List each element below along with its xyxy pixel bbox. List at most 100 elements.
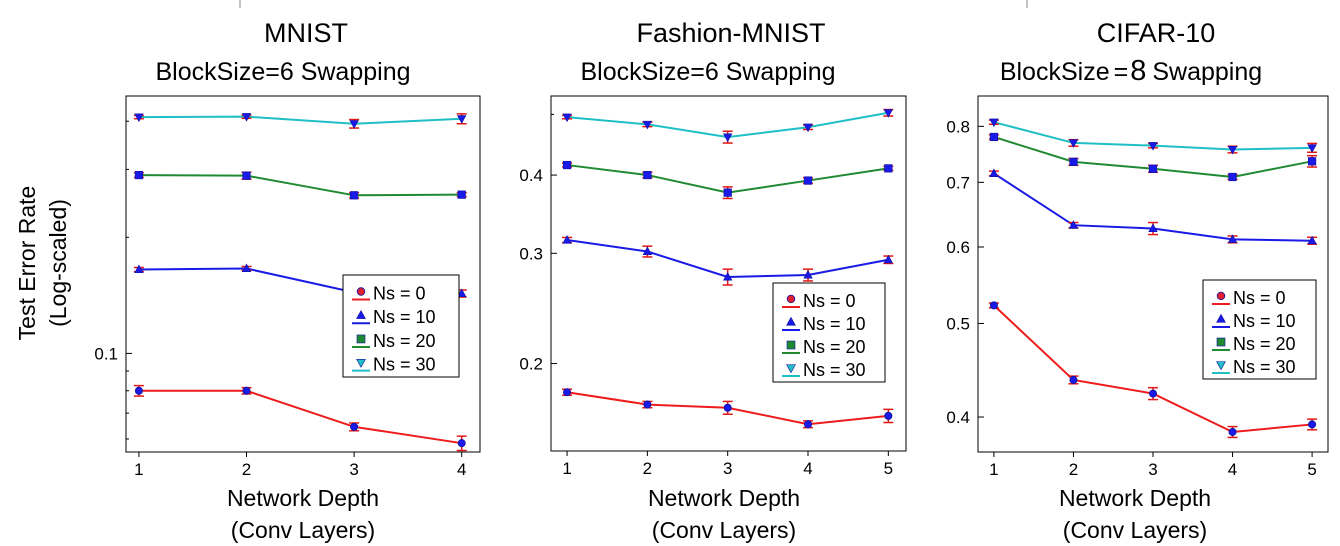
chart-title: MNIST: [264, 18, 348, 48]
x-axis-label-line2: (Conv Layers): [231, 517, 375, 543]
x-tick-label: 4: [803, 459, 812, 478]
series-ns-30: [133, 113, 467, 129]
data-point: [563, 388, 572, 397]
data-point: [989, 132, 999, 142]
plot-area: 0.4 0.5 0.6 0.7 0.8 1 2 3 4 5 Ns = 0 Ns = 10 Ns = 20…: [946, 95, 1329, 479]
data-point: [1307, 144, 1317, 153]
legend-label: Ns = 0: [803, 291, 856, 311]
data-point: [723, 271, 733, 281]
series-ns-30: [562, 108, 894, 144]
x-tick-label: 1: [989, 460, 998, 479]
x-tick-label: 2: [1069, 460, 1078, 479]
data-point: [803, 269, 813, 279]
legend-label: Ns = 10: [373, 307, 436, 327]
data-point: [134, 386, 143, 395]
data-point: [723, 403, 732, 412]
legend-circle-marker: [356, 287, 366, 296]
data-point: [134, 113, 144, 123]
x-tick-label: 4: [1228, 460, 1237, 479]
data-point: [642, 246, 653, 256]
legend: Ns = 0 Ns = 10 Ns = 20 Ns = 30: [772, 282, 886, 383]
legend-label: Ns = 0: [373, 284, 426, 304]
subtitle-prefix: BlockSize: [1000, 58, 1110, 86]
data-point: [1227, 234, 1238, 243]
y-tick-label: 0.7: [946, 173, 970, 192]
legend-label: Ns = 30: [373, 355, 436, 375]
y-tick-label: 0.1: [94, 344, 118, 363]
data-point: [562, 113, 572, 123]
data-point: [884, 164, 893, 173]
x-axis-label-line1: Network Depth: [227, 485, 379, 511]
data-point: [350, 422, 359, 431]
legend-label: Ns = 20: [373, 331, 436, 351]
subtitle-number: 8: [1130, 55, 1146, 87]
data-point: [1148, 164, 1158, 173]
x-tick-label: 3: [349, 460, 358, 479]
chart-title: Fashion-MNIST: [636, 18, 825, 48]
legend-circle-marker: [1216, 291, 1226, 301]
data-point: [1148, 142, 1158, 151]
data-point: [1068, 220, 1079, 229]
y-axis-label-line2: (Log-scaled): [45, 199, 71, 327]
x-tick-label: 5: [1307, 460, 1316, 479]
data-point: [242, 386, 251, 395]
data-point: [134, 264, 144, 274]
legend: Ns = 0 Ns = 10 Ns = 20 Ns = 30: [342, 274, 460, 378]
chart-cifar-10: CIFAR-10 BlockSize =8 Swapping 0.40.50.60.…: [946, 18, 1329, 543]
series-ns-20: [133, 170, 467, 200]
data-point: [1068, 139, 1079, 148]
data-point: [804, 420, 813, 429]
data-point: [457, 115, 467, 124]
x-tick-label: 1: [562, 459, 571, 478]
data-point: [989, 168, 999, 177]
data-point: [1148, 389, 1158, 398]
data-point: [1307, 235, 1317, 245]
series-ns-0: [562, 388, 894, 429]
data-point: [803, 176, 813, 185]
series-ns-20: [988, 132, 1318, 182]
legend-square-marker: [356, 334, 366, 344]
data-point: [562, 235, 572, 244]
plot-frame: [550, 95, 907, 452]
data-point: [1228, 427, 1237, 436]
data-point: [1069, 375, 1078, 384]
legend-triangle-up-marker: [356, 310, 366, 319]
data-point: [989, 118, 999, 128]
series-line: [138, 115, 462, 125]
subtitle-equals: =: [1114, 58, 1129, 86]
legend-triangle-down-marker: [356, 358, 366, 368]
legend-square-marker: [1216, 337, 1226, 347]
data-point: [884, 411, 893, 420]
y-tick-label: 0.3: [519, 244, 543, 263]
x-tick-label: 2: [643, 459, 652, 478]
y-tick-label: 0.8: [946, 117, 970, 136]
plot-frame: [125, 95, 481, 453]
series-ns-10: [988, 168, 1318, 245]
x-tick-label: 1: [134, 460, 143, 479]
x-tick-label: 2: [242, 460, 251, 479]
data-point: [643, 170, 652, 180]
data-point: [1228, 172, 1237, 182]
plot-area: 0.1 1 2 3 4 Ns = 0 Ns = 10 Ns = 20 Ns = 30: [94, 95, 481, 479]
legend-label: Ns = 30: [803, 360, 866, 380]
series-ns-20: [562, 160, 894, 200]
data-point: [883, 254, 894, 264]
legend-triangle-down-marker: [1216, 361, 1226, 371]
legend-triangle-up-marker: [786, 316, 796, 326]
subtitle-suffix: Swapping: [1152, 58, 1262, 86]
series-line: [138, 389, 462, 445]
x-tick-label: 4: [457, 460, 466, 479]
legend-circle-marker: [786, 294, 796, 304]
data-point: [562, 160, 572, 170]
data-point: [989, 301, 998, 310]
series-ns-0: [133, 384, 467, 452]
legend-triangle-down-marker: [786, 364, 796, 374]
series-ns-10: [562, 235, 894, 286]
x-axis-label-line1: Network Depth: [648, 485, 800, 511]
x-axis-label-line2: (Conv Layers): [1063, 517, 1207, 543]
data-point: [883, 109, 894, 118]
series-line: [138, 174, 462, 197]
y-tick-label: 0.2: [519, 355, 543, 374]
legend: Ns = 0 Ns = 10 Ns = 20 Ns = 30: [1202, 279, 1317, 380]
